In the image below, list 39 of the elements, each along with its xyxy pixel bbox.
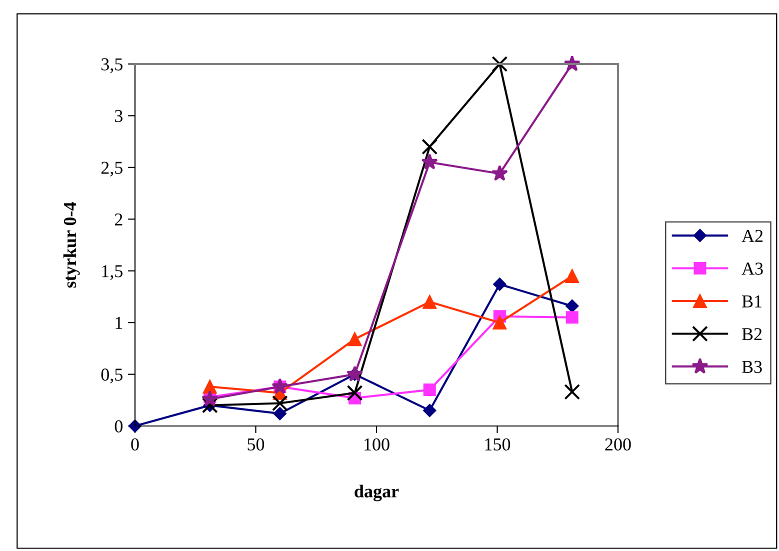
x-axis-title: dagar xyxy=(354,484,399,502)
x-tick-label: 0 xyxy=(131,438,139,451)
point xyxy=(423,404,436,418)
y-tick-label: 2 xyxy=(114,213,122,226)
point xyxy=(202,390,218,406)
legend-label: A3 xyxy=(742,262,763,275)
x-tick-label: 150 xyxy=(485,438,510,451)
point xyxy=(492,316,507,330)
legend-label: A2 xyxy=(742,230,763,242)
legend-label: B2 xyxy=(742,328,762,340)
point xyxy=(423,384,436,396)
y-tick-label: 2,5 xyxy=(101,162,122,176)
legend-label: B3 xyxy=(742,360,762,373)
x-tick-label: 200 xyxy=(605,438,631,451)
y-tick-label: 3 xyxy=(115,110,122,122)
point xyxy=(348,332,362,346)
x-tick-label: 100 xyxy=(364,438,390,451)
point xyxy=(272,395,288,412)
y-axis-title: styrkur 0-4 xyxy=(63,202,80,288)
point xyxy=(493,278,506,291)
point xyxy=(564,384,580,400)
point xyxy=(421,154,438,170)
point xyxy=(565,269,580,283)
y-tick-label: 3,5 xyxy=(101,58,122,74)
point xyxy=(273,407,286,420)
point xyxy=(492,56,508,72)
point xyxy=(566,299,579,313)
y-tick-label: 1 xyxy=(116,316,122,329)
point xyxy=(202,380,217,394)
point xyxy=(491,164,508,181)
legend-label: B1 xyxy=(742,295,762,308)
y-tick-label: 0 xyxy=(114,420,123,432)
y-tick-label: 0,5 xyxy=(101,368,122,384)
y-tick-label: 1,5 xyxy=(102,265,122,280)
point xyxy=(422,294,437,309)
point xyxy=(346,384,363,401)
point xyxy=(566,311,578,324)
point xyxy=(422,138,438,155)
x-tick-label: 50 xyxy=(248,438,264,451)
